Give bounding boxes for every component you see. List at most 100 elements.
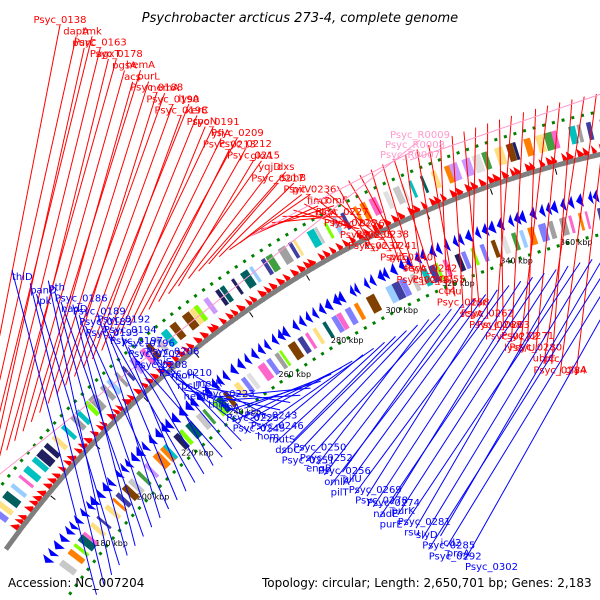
gene-label: pilT [331,488,350,499]
cog-block [266,357,281,376]
leader-line [219,394,301,401]
leader-line [56,92,166,395]
cog-block [60,424,78,441]
cog-block [202,408,217,425]
cog-block [576,124,585,143]
leader-line [101,115,198,351]
gene-arrow [488,220,497,234]
gene-arrow [204,384,214,395]
gene-arrow [364,277,372,290]
gene-label: rsu [404,527,420,538]
cog-block [568,215,576,234]
leader-line [11,269,97,595]
gene-arrow [170,355,180,367]
gene-arrow [538,159,546,173]
leader-line [416,149,440,285]
gene-arrow [106,476,118,487]
leader-line [260,205,335,230]
leader-line [354,285,510,494]
cog-block [344,306,359,326]
gene-arrow [185,400,196,411]
cog-block [306,228,323,249]
tick-mark [249,312,254,318]
leader-line [543,96,585,364]
cog-band-forward [0,119,600,523]
leader-line [0,139,421,475]
gene-label: Psyc_0193 [86,328,139,339]
gene-label: yqjD [258,162,281,173]
gene-arrow [244,352,253,365]
gene-label: Psyc_0194 [104,325,157,336]
cog-block [304,332,318,350]
leader-line [121,336,187,492]
gene-arrow [216,374,226,386]
cog-block [505,142,518,163]
gene-arrow [132,388,143,399]
cog-block [568,125,579,145]
leader-line [440,262,600,537]
gene-label: proA [447,549,470,560]
gene-arrow [576,148,585,163]
leader-line [359,174,408,263]
gene-arrow [590,145,597,159]
gene-arrow [258,342,267,355]
cog-block [152,451,171,470]
cog-block [313,226,326,244]
cog-block [106,378,123,395]
gene-label: Psyc_0292 [429,551,482,562]
tick-mark [365,242,370,249]
gene-label: icd2 [441,538,462,549]
gene-arrow [501,170,510,184]
leader-line [54,291,128,556]
leader-line [499,119,504,331]
leader-line [464,319,600,561]
gene-arrow [582,147,590,161]
gene-label: rlu [448,286,461,297]
cog-block [67,548,86,565]
gene-arrow [48,547,60,557]
gene-arrow [57,466,68,476]
gene-arrow [435,241,443,255]
cog-block [323,221,335,239]
gene-arrow [210,323,219,335]
gene-label: rpsU [177,381,200,392]
gene-label: dxs [277,162,294,173]
leader-line [110,126,214,343]
leader-line [348,180,392,252]
gene-label: Psyc_0178 [90,49,143,60]
cog-block [353,206,364,224]
gene-arrow [539,203,546,218]
gene-arrow [130,451,141,462]
leader-line [176,378,261,426]
gene-label: Psyc_0192 [97,315,150,326]
cog-block [519,229,529,249]
tick-mark [143,396,149,403]
gene-label: dsbC [275,445,300,456]
cog-block [181,311,200,331]
gene-label: Psyc_0246 [251,421,304,432]
gene-label: pgsA [112,61,137,72]
gene-label: Psyc_0183 [79,317,132,328]
cog-block [260,257,275,276]
leader-line [559,93,597,376]
gene-arrow [458,232,465,246]
cog-ring-1 [68,233,600,596]
cog-block [31,456,50,473]
gene-arrow [333,293,343,306]
gene-arrow [349,284,358,297]
gene-label: thiG [208,400,229,411]
cog-block [82,531,99,546]
summary-label: Topology: circular; Length: 2,650,701 bp… [261,576,592,590]
leader-line [428,144,456,297]
tick-label: 320 kbp [442,279,475,288]
gene-label: thiD [12,272,33,283]
gene-label: Psyc_0274 [367,498,420,509]
cog-block [0,500,14,516]
leader-line [239,194,303,244]
leader-line [36,293,120,566]
gene-arrow [161,421,171,433]
gene-arrow [452,234,460,248]
gene-label: nadE [373,509,398,520]
gene-arrow [568,195,575,210]
leader-line [393,159,432,274]
